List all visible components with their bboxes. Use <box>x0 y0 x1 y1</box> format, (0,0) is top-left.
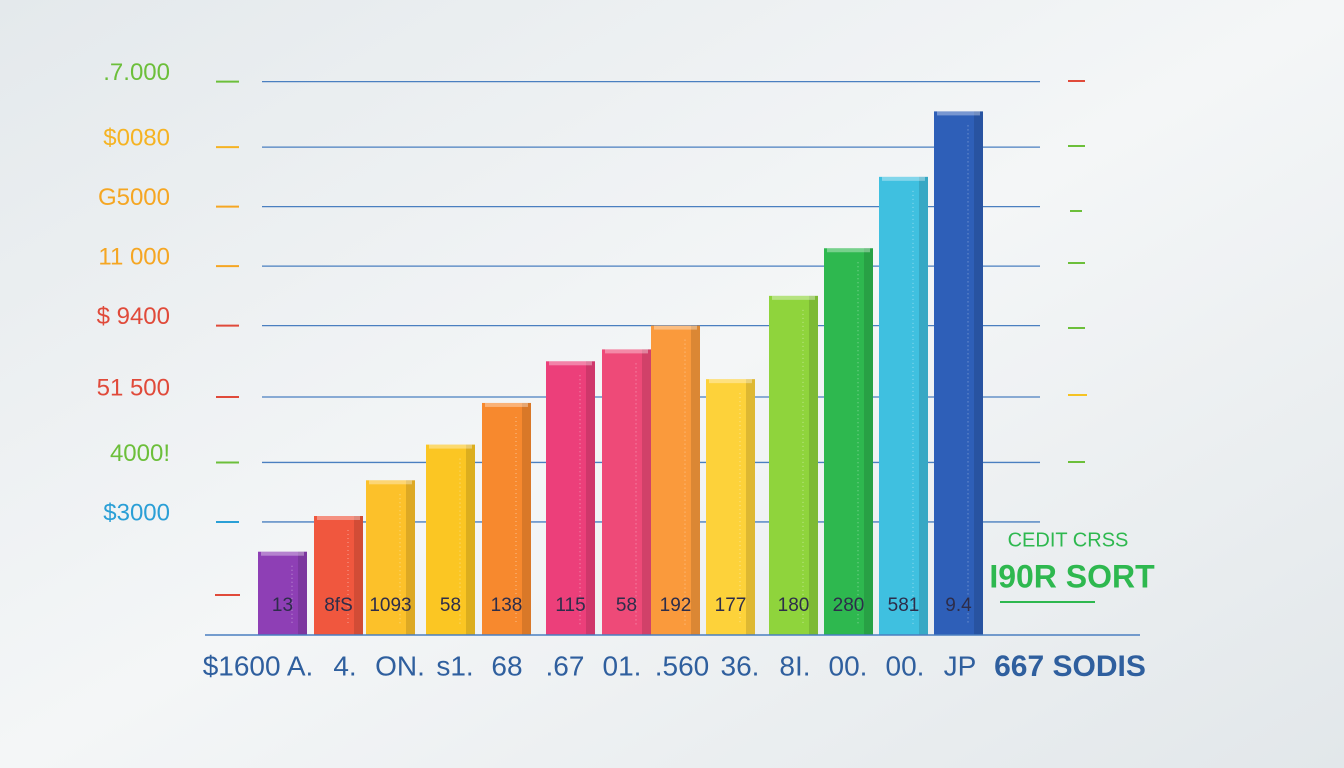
bar-shade <box>642 349 651 635</box>
bar <box>314 516 363 635</box>
bar-value-label: 581 <box>888 595 920 616</box>
x-tick-label: .67 <box>546 650 585 681</box>
bar-value-label: 8fS <box>324 595 353 616</box>
bar-highlight <box>605 349 648 354</box>
bar <box>482 402 531 635</box>
bar-shade <box>522 402 531 635</box>
x-tick-label: 68 <box>491 650 522 681</box>
x-tick-label: 4. <box>333 650 356 681</box>
bar-value-label: 1093 <box>369 595 411 616</box>
bar-value-label: 9.4 <box>945 595 972 616</box>
y-tick-label: G5000 <box>98 184 170 211</box>
bar <box>706 379 755 635</box>
x-tick-label: 8I. <box>779 650 810 681</box>
bar-value-label: 58 <box>440 595 461 616</box>
bar <box>258 551 307 635</box>
bar-highlight <box>709 379 752 384</box>
bar <box>426 444 475 635</box>
bar-highlight <box>549 361 592 366</box>
bar <box>769 295 818 635</box>
y-tick-label: $0080 <box>103 124 170 151</box>
x-tick-label: s1. <box>436 650 473 681</box>
bar <box>824 248 873 635</box>
bar-shade <box>691 325 700 635</box>
x-tick-label: 36. <box>721 650 760 681</box>
bar-highlight <box>369 480 412 485</box>
x-tick-label: ON. <box>375 650 425 681</box>
bar-highlight <box>429 444 472 449</box>
bar-highlight <box>772 295 815 300</box>
annotation: I90R SORT <box>989 558 1155 594</box>
bar-value-label: 177 <box>715 595 747 616</box>
bar <box>651 325 700 635</box>
bar-value-label: 58 <box>616 595 637 616</box>
bar-shade <box>586 361 595 635</box>
bar-highlight <box>317 516 360 520</box>
bar-shade <box>746 379 755 635</box>
bar-shade <box>919 176 928 635</box>
bars: 13 8fS 1093 58 138 115 58 192 177 180 280 581 9.4 <box>258 111 983 635</box>
bar-value-label: 192 <box>660 595 692 616</box>
bar-shade <box>406 480 415 635</box>
y-tick-label: 11 000 <box>98 243 170 270</box>
y-tick-label: $ 9400 <box>97 303 170 330</box>
bar-shade <box>466 444 475 635</box>
bar-shade <box>864 248 873 635</box>
bar-value-label: 280 <box>833 595 865 616</box>
x-axis-end-label: 667 SODIS <box>994 650 1146 683</box>
bar <box>934 111 983 635</box>
bar <box>366 480 415 635</box>
x-tick-label: $1600 A. <box>203 650 314 681</box>
x-tick-label: 00. <box>829 650 868 681</box>
bar <box>546 361 595 635</box>
bar-highlight <box>654 325 697 330</box>
bar-value-label: 13 <box>272 595 293 616</box>
annotation: CEDIT CRSS <box>1008 529 1129 551</box>
bar-shade <box>354 516 363 635</box>
right-ticks <box>1068 80 1087 463</box>
bar-highlight <box>261 551 304 556</box>
bar-highlight <box>882 176 925 181</box>
x-tick-label: JP <box>944 650 977 681</box>
bar-shade <box>298 551 307 635</box>
x-tick-label: .560 <box>655 650 710 681</box>
y-tick-label: 51 500 <box>97 374 170 401</box>
bar-value-label: 138 <box>491 595 523 616</box>
bar-value-label: 180 <box>778 595 810 616</box>
bar-highlight <box>937 111 980 116</box>
x-tick-label: 01. <box>603 650 642 681</box>
y-tick-label: $3000 <box>103 499 170 526</box>
bar <box>879 176 928 635</box>
x-tick-label: 00. <box>886 650 925 681</box>
bar-shade <box>974 111 983 635</box>
y-tick-label: .7.000 <box>103 59 170 86</box>
bar-highlight <box>485 402 528 407</box>
bar <box>602 349 651 635</box>
bar-highlight <box>827 248 870 253</box>
bar-shade <box>809 295 818 635</box>
bar-value-label: 115 <box>555 595 585 616</box>
y-tick-label: 4000! <box>110 440 170 467</box>
